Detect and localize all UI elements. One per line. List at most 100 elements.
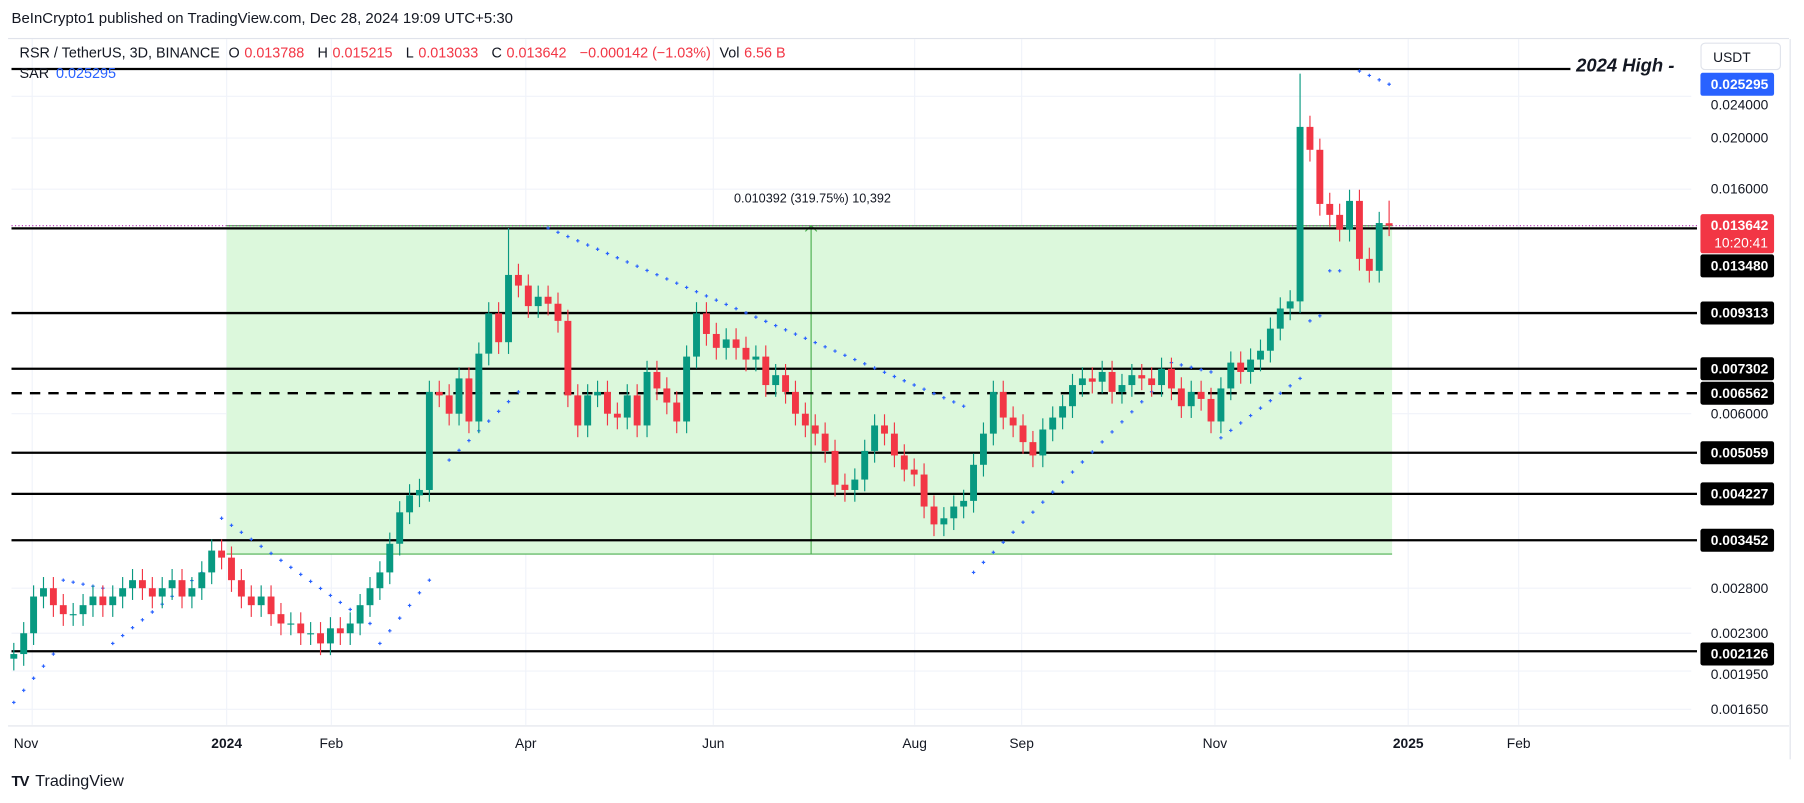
candle-body [1049,417,1057,430]
candle-body [376,572,384,589]
candle-body [811,425,819,434]
sar-dot [882,370,887,374]
candle-body [861,450,869,480]
sar-dot [932,391,936,396]
sar-dot [773,323,778,328]
candle [485,302,493,366]
candle [1167,357,1175,401]
volume: Vol 6.56 B [719,45,790,61]
candle [613,402,621,430]
sar-dot [1041,500,1045,504]
candle [1138,363,1146,391]
chart-pane[interactable] [8,37,1790,764]
sar-dot [605,251,610,256]
sar-dot [853,357,857,362]
candle-body [1257,350,1264,360]
candle-body [1138,375,1146,379]
candle-body [1039,429,1047,456]
candle-body [1158,368,1165,386]
candle [109,585,117,617]
candle [574,384,582,438]
candle [1069,373,1076,418]
candle [1336,203,1344,242]
candle [821,422,829,463]
candle-body [1355,200,1363,259]
candle-body [564,320,572,396]
candle [851,468,859,502]
candle-body [1207,398,1215,422]
ohlc-close: C 0.013642 [492,45,572,61]
candle [1118,373,1126,404]
sar-dot [249,537,253,542]
price-range-box [226,225,1393,555]
sar-legend[interactable]: SAR 0.025295 [20,66,116,82]
candle [297,612,305,645]
candle-body [920,474,928,507]
sar-dot [1011,530,1015,534]
candle-body [346,623,354,634]
sar-dot [1258,406,1263,410]
candle-body [416,489,423,496]
candle [1375,211,1383,283]
candle-body [138,580,146,589]
candle [188,577,196,609]
candle-body [1247,359,1255,372]
candle-body [445,395,453,414]
sar-dot [516,390,521,394]
candle [1177,377,1185,418]
candle-body [821,433,829,451]
sar-dot [51,652,56,656]
candle-body [30,596,38,634]
sar-dot [1377,78,1381,82]
candle [257,585,265,617]
change-value: −0.000142 (−1.03%) [579,44,711,61]
candle-body [1276,308,1284,329]
candle-body [257,596,265,606]
sar-dot [1050,490,1055,494]
candle-body [1197,391,1205,399]
sar-dot [269,551,273,556]
candle-body [435,391,443,396]
sar-dot [734,306,738,311]
candle-body [1375,223,1383,271]
candle [999,380,1007,430]
tradingview-logo[interactable]: TV TradingView [12,771,124,789]
sar-dot [615,256,620,260]
candle-body [267,596,275,615]
sar-dot [833,349,837,353]
sar-dot [546,226,550,230]
candle [742,336,750,372]
candle [920,463,928,519]
candle-body [1306,126,1314,150]
candle-body [989,391,997,434]
candle-body [495,313,503,343]
sar-dot [961,404,966,408]
candle [198,561,206,600]
candle [386,532,394,585]
currency-button[interactable]: USDT [1700,42,1781,71]
sar-dot [239,530,244,535]
candle-body [218,550,226,558]
symbol-name[interactable]: RSR / TetherUS, 3D, BINANCE [19,44,220,61]
sar-dot [862,362,867,366]
candle-body [455,378,463,414]
candle [792,380,799,426]
candle [979,422,987,477]
candle [1355,189,1363,271]
candle [505,228,512,354]
candle [396,501,404,556]
sar-dot [1308,319,1312,323]
candle [604,380,611,426]
candle-body [970,464,978,501]
sar-label: SAR [19,65,50,82]
candle [89,585,97,617]
close-value: 0.013642 [506,44,567,61]
sar-dot [289,565,293,570]
candle-body [1019,425,1027,443]
candle-body [1029,442,1037,456]
candle [841,473,849,502]
time-tick-label: 2025 [1393,736,1424,751]
sar-dot [942,395,946,400]
candle-body [1346,200,1353,230]
